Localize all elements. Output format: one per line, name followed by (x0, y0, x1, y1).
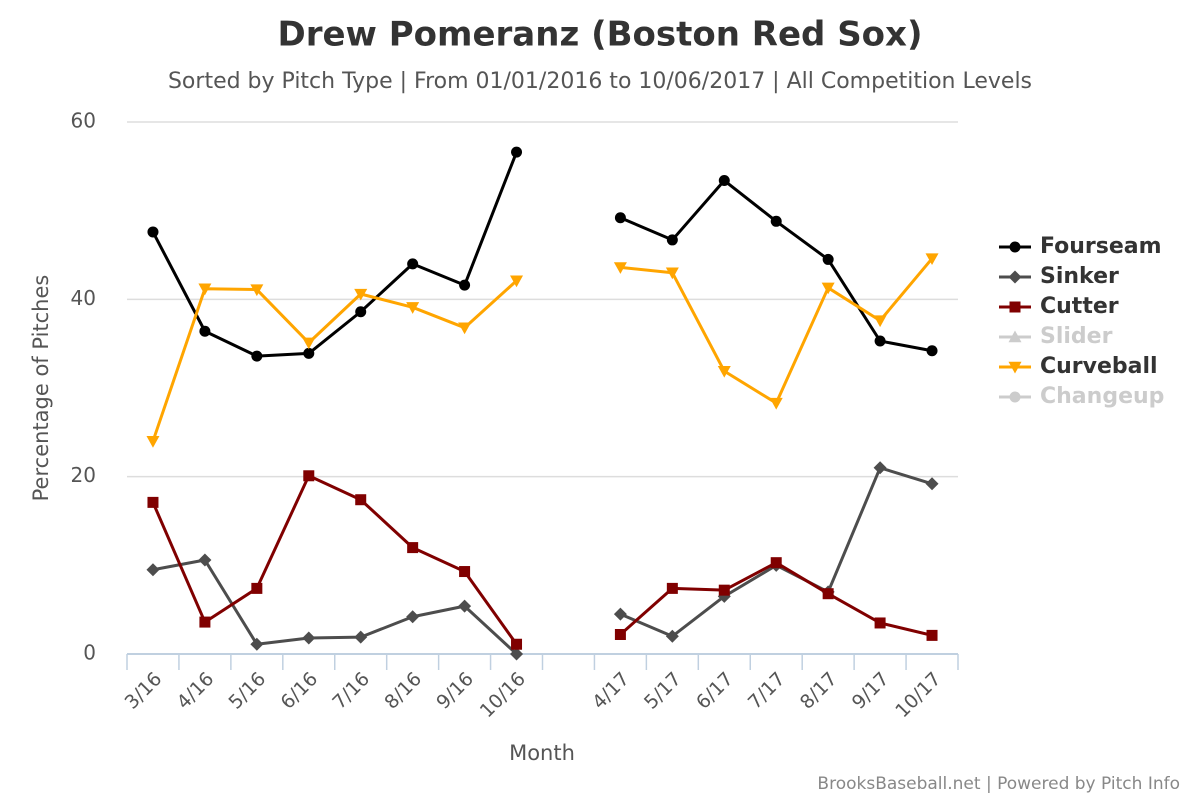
legend-marker (1009, 301, 1021, 313)
data-point (718, 584, 730, 596)
series-line (151, 474, 933, 646)
data-point (510, 275, 524, 288)
x-tick-label: 10/16 (476, 668, 530, 722)
x-tick-label: 9/16 (432, 668, 478, 714)
data-point (613, 607, 627, 621)
data-point (147, 226, 159, 238)
data-point (874, 335, 886, 347)
legend-label: Cutter (1040, 294, 1119, 319)
data-point (613, 262, 627, 274)
y-tick-label: 60 (71, 109, 96, 133)
legend-label: Slider (1040, 324, 1113, 349)
x-tick-label: 7/16 (328, 668, 374, 714)
legend-label: Curveball (1040, 354, 1158, 379)
data-point (303, 347, 315, 359)
x-axis-label: Month (509, 741, 575, 765)
data-point (511, 638, 523, 650)
data-point (822, 588, 834, 600)
legend-label: Sinker (1040, 264, 1119, 289)
data-point (251, 350, 263, 362)
data-point (666, 582, 678, 594)
data-point (511, 146, 523, 158)
x-tick-label: 8/16 (380, 668, 426, 714)
x-tick-label: 5/17 (640, 668, 686, 714)
data-point (407, 542, 419, 554)
data-point (355, 494, 367, 506)
legend-label: Fourseam (1040, 234, 1162, 259)
data-point (665, 267, 679, 280)
data-point (251, 582, 263, 594)
data-point (874, 617, 886, 629)
legend-label: Changeup (1040, 384, 1164, 409)
data-point (769, 397, 783, 410)
data-point (822, 253, 834, 265)
data-point (666, 234, 678, 246)
data-point (303, 470, 315, 482)
credit: BrooksBaseball.net | Powered by Pitch In… (817, 774, 1180, 794)
data-point (717, 365, 731, 378)
legend-marker (1009, 241, 1021, 253)
x-tick-label: 9/17 (848, 668, 894, 714)
y-tick-label: 40 (71, 286, 96, 310)
data-point (199, 325, 211, 337)
x-tick-label: 8/17 (796, 668, 842, 714)
data-point (770, 557, 782, 569)
data-point (250, 637, 264, 651)
data-point (458, 322, 472, 335)
legend-marker (1008, 270, 1022, 284)
data-point (459, 279, 471, 291)
data-point (458, 599, 472, 613)
x-tick-label: 4/16 (173, 668, 219, 714)
y-tick-label: 20 (71, 463, 96, 487)
legend-marker (1008, 361, 1022, 374)
data-point (614, 212, 626, 224)
x-tick-label: 7/17 (744, 668, 790, 714)
legend-marker (1008, 330, 1022, 343)
data-point (510, 647, 524, 661)
series-line (151, 257, 934, 442)
data-point (198, 283, 212, 296)
data-point (355, 306, 367, 318)
data-point (250, 284, 264, 297)
x-tick-label: 3/16 (121, 668, 167, 714)
data-point (925, 253, 939, 266)
data-point (925, 477, 939, 491)
series-line (151, 151, 933, 358)
data-point (614, 628, 626, 640)
data-point (718, 175, 730, 187)
data-point (459, 566, 471, 578)
data-point (146, 436, 160, 448)
y-axis-label: Percentage of Pitches (29, 275, 53, 502)
data-point (406, 302, 420, 314)
data-point (821, 282, 835, 295)
data-point (873, 315, 887, 328)
data-point (407, 258, 419, 270)
chart-subtitle: Sorted by Pitch Type | From 01/01/2016 t… (168, 69, 1032, 94)
data-point (926, 345, 938, 357)
data-point (770, 215, 782, 227)
data-point (147, 496, 159, 508)
chart-title: Drew Pomeranz (Boston Red Sox) (277, 15, 922, 55)
data-point (406, 610, 420, 624)
data-point (146, 563, 160, 577)
data-point (926, 629, 938, 641)
x-tick-label: 10/17 (891, 668, 945, 722)
x-tick-label: 6/16 (276, 668, 322, 714)
data-point (198, 553, 212, 567)
data-point (665, 629, 679, 643)
data-point (302, 337, 316, 350)
y-tick-label: 0 (83, 641, 96, 665)
legend-marker (1009, 391, 1021, 403)
data-point (199, 616, 211, 628)
x-tick-label: 5/16 (225, 668, 271, 714)
x-tick-label: 4/17 (588, 668, 634, 714)
data-point (354, 288, 368, 301)
data-point (302, 631, 316, 645)
data-point (873, 461, 887, 475)
x-tick-label: 6/17 (692, 668, 738, 714)
data-point (354, 630, 368, 644)
